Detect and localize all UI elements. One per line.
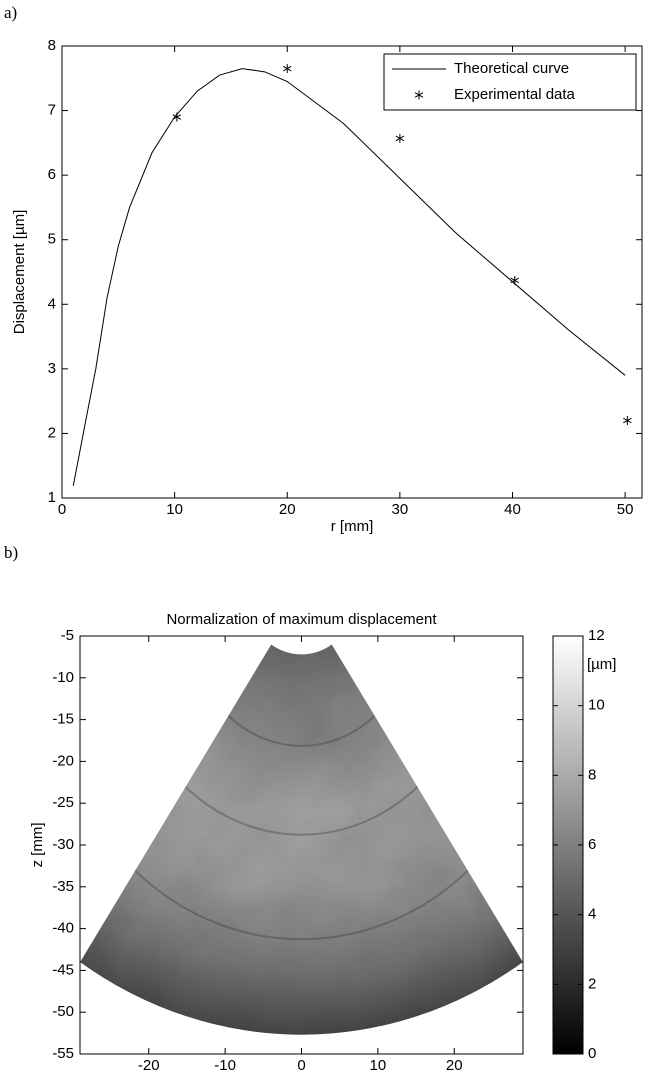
x-tick-label: 0 [297,1057,305,1071]
axes-box [79,635,524,1055]
colorbar-tick-label: 8 [588,766,596,783]
axes-box [61,45,643,499]
x-tick-label: 10 [370,1057,387,1071]
marker-stroke [172,114,182,120]
data-point [282,64,292,74]
x-tick-label: 10 [166,501,183,518]
data-point [395,133,405,143]
y-tick-label: -10 [52,669,74,686]
colorbar-tick-label: 2 [588,975,596,992]
colorbar-tick-label: 0 [588,1045,596,1062]
y-axis-label: z [mm] [29,823,46,868]
band-edge [184,786,419,836]
legend-box [383,53,637,111]
x-tick-label: 50 [617,501,634,518]
y-tick-label: -50 [52,1003,74,1020]
y-tick-label: -25 [52,794,74,811]
x-tick-label: 20 [279,501,296,518]
x-tick-label: 30 [392,501,409,518]
colorbar-tick-label: 12 [588,627,605,644]
panel-label: b) [4,543,18,562]
data-point [510,275,519,285]
colorbar-tick-label: 4 [588,906,596,923]
y-axis-label: Displacement [µm] [11,210,28,335]
y-tick-label: 8 [48,37,56,54]
x-axis-label: r [mm] [331,518,374,535]
colorbar-label: [µm] [587,656,616,673]
data-point [172,112,182,122]
x-tick-label: -20 [138,1057,160,1071]
y-tick-label: -35 [52,878,74,895]
x-tick-label: 0 [58,501,66,518]
legend-label: Theoretical curve [454,60,569,77]
plot-area [62,46,642,498]
marker-stroke [395,135,405,142]
x-tick-label: -10 [214,1057,236,1071]
y-tick-label: -40 [52,920,74,937]
data-point [623,416,632,426]
band-edge [134,869,469,941]
y-tick-label: 1 [48,489,56,506]
line-series [72,68,626,486]
panel-label: a) [4,3,17,22]
displacement-image [80,644,523,1035]
y-tick-label: 5 [48,231,56,248]
y-tick-label: -30 [52,836,74,853]
y-tick-label: 6 [48,166,56,183]
x-tick-label: 40 [504,501,521,518]
band-edge [227,714,376,747]
legend-label: Experimental data [454,86,576,103]
y-tick-label: 3 [48,360,56,377]
marker-stroke [414,92,424,98]
marker-stroke [282,65,292,72]
legend-marker [414,90,424,100]
chart-title: Normalization of maximum displacement [166,611,437,628]
y-tick-label: -20 [52,752,74,769]
marker-stroke [623,417,632,424]
y-tick-label: -55 [52,1045,74,1062]
y-tick-label: -45 [52,961,74,978]
marker-stroke [510,277,519,284]
y-tick-label: -15 [52,711,74,728]
y-tick-label: 7 [48,102,56,119]
x-tick-label: 20 [446,1057,463,1071]
y-tick-label: -5 [61,627,74,644]
colorbar-tick-label: 10 [588,697,605,714]
y-tick-label: 2 [48,424,56,441]
colorbar-tick-label: 6 [588,836,596,853]
y-tick-label: 4 [48,295,56,312]
image-texture [80,644,523,1035]
